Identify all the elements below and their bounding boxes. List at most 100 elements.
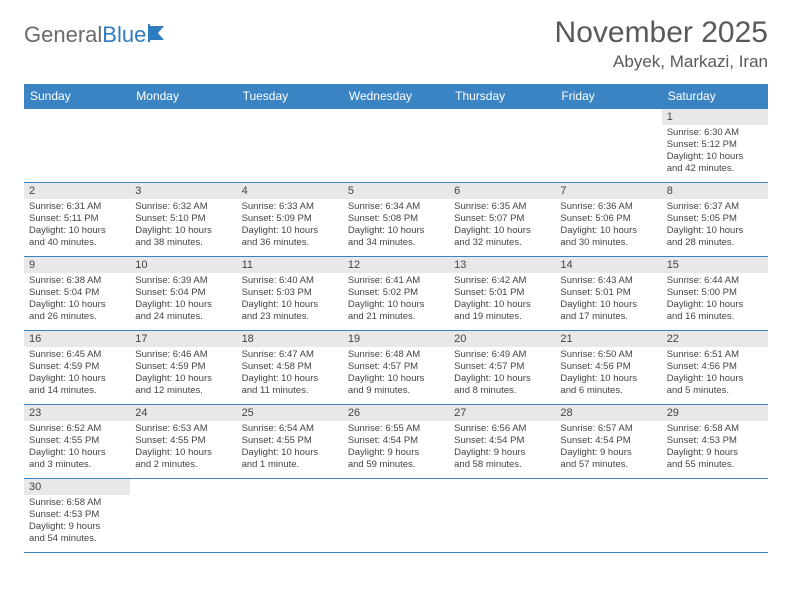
day-content: Sunrise: 6:32 AMSunset: 5:10 PMDaylight:… xyxy=(130,199,236,252)
day-content: Sunrise: 6:47 AMSunset: 4:58 PMDaylight:… xyxy=(237,347,343,400)
calendar-day-cell: 6Sunrise: 6:35 AMSunset: 5:07 PMDaylight… xyxy=(449,183,555,257)
day-content: Sunrise: 6:40 AMSunset: 5:03 PMDaylight:… xyxy=(237,273,343,326)
calendar-day-cell: 12Sunrise: 6:41 AMSunset: 5:02 PMDayligh… xyxy=(343,257,449,331)
location: Abyek, Markazi, Iran xyxy=(555,52,768,72)
day-content: Sunrise: 6:52 AMSunset: 4:55 PMDaylight:… xyxy=(24,421,130,474)
day-content: Sunrise: 6:38 AMSunset: 5:04 PMDaylight:… xyxy=(24,273,130,326)
calendar-day-cell: 24Sunrise: 6:53 AMSunset: 4:55 PMDayligh… xyxy=(130,405,236,479)
weekday-header: Thursday xyxy=(449,84,555,109)
calendar-day-cell: 4Sunrise: 6:33 AMSunset: 5:09 PMDaylight… xyxy=(237,183,343,257)
day-content: Sunrise: 6:58 AMSunset: 4:53 PMDaylight:… xyxy=(662,421,768,474)
calendar-week-row: 23Sunrise: 6:52 AMSunset: 4:55 PMDayligh… xyxy=(24,405,768,479)
day-content: Sunrise: 6:33 AMSunset: 5:09 PMDaylight:… xyxy=(237,199,343,252)
day-content: Sunrise: 6:31 AMSunset: 5:11 PMDaylight:… xyxy=(24,199,130,252)
calendar-day-cell xyxy=(555,479,661,553)
day-number: 10 xyxy=(130,257,236,273)
day-content: Sunrise: 6:45 AMSunset: 4:59 PMDaylight:… xyxy=(24,347,130,400)
day-content: Sunrise: 6:56 AMSunset: 4:54 PMDaylight:… xyxy=(449,421,555,474)
calendar-day-cell: 25Sunrise: 6:54 AMSunset: 4:55 PMDayligh… xyxy=(237,405,343,479)
calendar-day-cell: 2Sunrise: 6:31 AMSunset: 5:11 PMDaylight… xyxy=(24,183,130,257)
day-content: Sunrise: 6:51 AMSunset: 4:56 PMDaylight:… xyxy=(662,347,768,400)
logo-text-blue: Blue xyxy=(102,22,146,48)
day-content: Sunrise: 6:54 AMSunset: 4:55 PMDaylight:… xyxy=(237,421,343,474)
day-content: Sunrise: 6:50 AMSunset: 4:56 PMDaylight:… xyxy=(555,347,661,400)
day-number: 29 xyxy=(662,405,768,421)
calendar-day-cell xyxy=(449,109,555,183)
calendar-week-row: 2Sunrise: 6:31 AMSunset: 5:11 PMDaylight… xyxy=(24,183,768,257)
calendar-day-cell: 20Sunrise: 6:49 AMSunset: 4:57 PMDayligh… xyxy=(449,331,555,405)
calendar-day-cell xyxy=(343,479,449,553)
weekday-header: Sunday xyxy=(24,84,130,109)
calendar-day-cell: 16Sunrise: 6:45 AMSunset: 4:59 PMDayligh… xyxy=(24,331,130,405)
calendar-week-row: 16Sunrise: 6:45 AMSunset: 4:59 PMDayligh… xyxy=(24,331,768,405)
calendar-day-cell: 1Sunrise: 6:30 AMSunset: 5:12 PMDaylight… xyxy=(662,109,768,183)
day-content: Sunrise: 6:58 AMSunset: 4:53 PMDaylight:… xyxy=(24,495,130,548)
calendar-day-cell xyxy=(24,109,130,183)
day-number: 2 xyxy=(24,183,130,199)
day-number: 15 xyxy=(662,257,768,273)
calendar-day-cell xyxy=(237,479,343,553)
day-content: Sunrise: 6:34 AMSunset: 5:08 PMDaylight:… xyxy=(343,199,449,252)
calendar-day-cell: 10Sunrise: 6:39 AMSunset: 5:04 PMDayligh… xyxy=(130,257,236,331)
calendar-body: 1Sunrise: 6:30 AMSunset: 5:12 PMDaylight… xyxy=(24,109,768,553)
day-number: 21 xyxy=(555,331,661,347)
day-number: 16 xyxy=(24,331,130,347)
calendar-day-cell: 19Sunrise: 6:48 AMSunset: 4:57 PMDayligh… xyxy=(343,331,449,405)
calendar-day-cell: 5Sunrise: 6:34 AMSunset: 5:08 PMDaylight… xyxy=(343,183,449,257)
day-number: 7 xyxy=(555,183,661,199)
weekday-header: Tuesday xyxy=(237,84,343,109)
day-content: Sunrise: 6:44 AMSunset: 5:00 PMDaylight:… xyxy=(662,273,768,326)
day-number: 25 xyxy=(237,405,343,421)
day-content: Sunrise: 6:37 AMSunset: 5:05 PMDaylight:… xyxy=(662,199,768,252)
day-content: Sunrise: 6:46 AMSunset: 4:59 PMDaylight:… xyxy=(130,347,236,400)
day-number: 5 xyxy=(343,183,449,199)
day-content: Sunrise: 6:48 AMSunset: 4:57 PMDaylight:… xyxy=(343,347,449,400)
day-content: Sunrise: 6:43 AMSunset: 5:01 PMDaylight:… xyxy=(555,273,661,326)
day-number: 22 xyxy=(662,331,768,347)
day-number: 13 xyxy=(449,257,555,273)
day-number: 30 xyxy=(24,479,130,495)
header: GeneralBlue November 2025 Abyek, Markazi… xyxy=(24,16,768,72)
calendar-day-cell: 29Sunrise: 6:58 AMSunset: 4:53 PMDayligh… xyxy=(662,405,768,479)
day-number: 18 xyxy=(237,331,343,347)
day-content: Sunrise: 6:39 AMSunset: 5:04 PMDaylight:… xyxy=(130,273,236,326)
calendar-day-cell: 28Sunrise: 6:57 AMSunset: 4:54 PMDayligh… xyxy=(555,405,661,479)
month-title: November 2025 xyxy=(555,16,768,50)
day-number: 6 xyxy=(449,183,555,199)
day-number: 24 xyxy=(130,405,236,421)
calendar-day-cell xyxy=(449,479,555,553)
day-number: 20 xyxy=(449,331,555,347)
calendar-week-row: 30Sunrise: 6:58 AMSunset: 4:53 PMDayligh… xyxy=(24,479,768,553)
flag-icon xyxy=(148,22,174,48)
calendar-day-cell xyxy=(130,479,236,553)
calendar-day-cell: 21Sunrise: 6:50 AMSunset: 4:56 PMDayligh… xyxy=(555,331,661,405)
day-content: Sunrise: 6:35 AMSunset: 5:07 PMDaylight:… xyxy=(449,199,555,252)
logo-text-general: General xyxy=(24,22,102,48)
day-number: 26 xyxy=(343,405,449,421)
calendar-day-cell: 23Sunrise: 6:52 AMSunset: 4:55 PMDayligh… xyxy=(24,405,130,479)
day-content: Sunrise: 6:57 AMSunset: 4:54 PMDaylight:… xyxy=(555,421,661,474)
day-content: Sunrise: 6:42 AMSunset: 5:01 PMDaylight:… xyxy=(449,273,555,326)
weekday-header: Friday xyxy=(555,84,661,109)
day-content: Sunrise: 6:30 AMSunset: 5:12 PMDaylight:… xyxy=(662,125,768,178)
calendar-day-cell: 7Sunrise: 6:36 AMSunset: 5:06 PMDaylight… xyxy=(555,183,661,257)
calendar-day-cell xyxy=(555,109,661,183)
weekday-header: Saturday xyxy=(662,84,768,109)
calendar-day-cell xyxy=(237,109,343,183)
calendar-day-cell: 9Sunrise: 6:38 AMSunset: 5:04 PMDaylight… xyxy=(24,257,130,331)
calendar-day-cell xyxy=(343,109,449,183)
calendar-week-row: 1Sunrise: 6:30 AMSunset: 5:12 PMDaylight… xyxy=(24,109,768,183)
calendar-day-cell: 26Sunrise: 6:55 AMSunset: 4:54 PMDayligh… xyxy=(343,405,449,479)
calendar-head: SundayMondayTuesdayWednesdayThursdayFrid… xyxy=(24,84,768,109)
day-number: 14 xyxy=(555,257,661,273)
day-number: 23 xyxy=(24,405,130,421)
calendar-day-cell: 30Sunrise: 6:58 AMSunset: 4:53 PMDayligh… xyxy=(24,479,130,553)
weekday-header: Wednesday xyxy=(343,84,449,109)
day-number: 17 xyxy=(130,331,236,347)
day-content: Sunrise: 6:49 AMSunset: 4:57 PMDaylight:… xyxy=(449,347,555,400)
calendar-day-cell: 13Sunrise: 6:42 AMSunset: 5:01 PMDayligh… xyxy=(449,257,555,331)
calendar-day-cell xyxy=(662,479,768,553)
calendar-day-cell: 17Sunrise: 6:46 AMSunset: 4:59 PMDayligh… xyxy=(130,331,236,405)
day-number: 12 xyxy=(343,257,449,273)
day-content: Sunrise: 6:55 AMSunset: 4:54 PMDaylight:… xyxy=(343,421,449,474)
